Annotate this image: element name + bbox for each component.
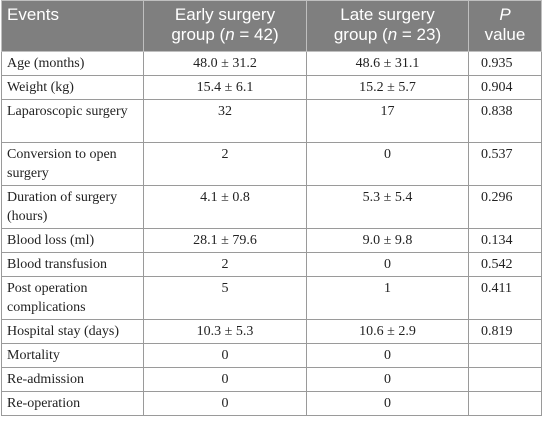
cell-event: Mortality — [1, 343, 144, 368]
table-row: Duration of surgery (hours) 4.1 ± 0.8 5.… — [1, 185, 542, 229]
cell-event: Laparoscopic surgery — [1, 99, 144, 143]
cell-p-value: 0.537 — [468, 142, 542, 186]
cell-early: 0 — [143, 391, 307, 416]
table-row: Weight (kg) 15.4 ± 6.1 15.2 ± 5.7 0.904 — [1, 75, 542, 100]
cell-event: Blood transfusion — [1, 252, 144, 277]
header-p-word: value — [484, 25, 526, 44]
cell-event: Post operation complications — [1, 276, 144, 320]
cell-event: Re-admission — [1, 367, 144, 392]
header-early-line1: Early surgery — [174, 5, 276, 24]
table-row: Blood transfusion 2 0 0.542 — [1, 252, 542, 277]
cell-early: 4.1 ± 0.8 — [143, 185, 307, 229]
cell-p-value — [468, 391, 542, 416]
header-events-label: Events — [7, 5, 59, 24]
table-row: Post operation complications 5 1 0.411 — [1, 276, 542, 320]
cell-late: 0 — [306, 343, 469, 368]
cell-event: Conversion to open surgery — [1, 142, 144, 186]
cell-early: 32 — [143, 99, 307, 143]
cell-early: 48.0 ± 31.2 — [143, 51, 307, 76]
cell-p-value: 0.542 — [468, 252, 542, 277]
cell-event: Hospital stay (days) — [1, 319, 144, 344]
table-row: Hospital stay (days) 10.3 ± 5.3 10.6 ± 2… — [1, 319, 542, 344]
cell-event: Re-operation — [1, 391, 144, 416]
cell-late: 0 — [306, 252, 469, 277]
cell-p-value: 0.819 — [468, 319, 542, 344]
header-late-prefix: group ( — [333, 25, 388, 44]
cell-p-value — [468, 367, 542, 392]
header-events: Events — [1, 0, 144, 52]
cell-event: Blood loss (ml) — [1, 228, 144, 253]
cell-early: 0 — [143, 367, 307, 392]
cell-late: 17 — [306, 99, 469, 143]
table-row: Re-operation 0 0 — [1, 391, 542, 416]
cell-event: Duration of surgery (hours) — [1, 185, 144, 229]
cell-p-value: 0.411 — [468, 276, 542, 320]
table-header: Events Early surgery group (n = 42) Late… — [1, 0, 542, 52]
table-row: Blood loss (ml) 28.1 ± 79.6 9.0 ± 9.8 0.… — [1, 228, 542, 253]
header-late-surgery-group: Late surgery group (n = 23) — [306, 0, 469, 52]
cell-p-value: 0.134 — [468, 228, 542, 253]
header-p-value: P value — [468, 0, 542, 52]
table-row: Mortality 0 0 — [1, 343, 542, 368]
cell-early: 0 — [143, 343, 307, 368]
header-early-prefix: group ( — [171, 25, 226, 44]
cell-p-value: 0.296 — [468, 185, 542, 229]
cell-p-value — [468, 343, 542, 368]
header-late-suffix: = 23) — [397, 25, 442, 44]
table-row: Re-admission 0 0 — [1, 367, 542, 392]
cell-event: Weight (kg) — [1, 75, 144, 100]
table-row: Conversion to open surgery 2 0 0.537 — [1, 142, 542, 186]
cell-early: 2 — [143, 252, 307, 277]
cell-late: 48.6 ± 31.1 — [306, 51, 469, 76]
header-p-letter: P — [499, 5, 511, 24]
table-body: Age (months) 48.0 ± 31.2 48.6 ± 31.1 0.9… — [1, 51, 542, 416]
cell-early: 15.4 ± 6.1 — [143, 75, 307, 100]
cell-late: 15.2 ± 5.7 — [306, 75, 469, 100]
cell-event: Age (months) — [1, 51, 144, 76]
header-late-line1: Late surgery — [340, 5, 435, 24]
cell-p-value: 0.904 — [468, 75, 542, 100]
cell-early: 28.1 ± 79.6 — [143, 228, 307, 253]
cell-late: 0 — [306, 391, 469, 416]
cell-early: 2 — [143, 142, 307, 186]
cell-late: 0 — [306, 367, 469, 392]
table-row: Age (months) 48.0 ± 31.2 48.6 ± 31.1 0.9… — [1, 51, 542, 76]
cell-late: 10.6 ± 2.9 — [306, 319, 469, 344]
cell-late: 1 — [306, 276, 469, 320]
cell-late: 5.3 ± 5.4 — [306, 185, 469, 229]
cell-p-value: 0.935 — [468, 51, 542, 76]
header-early-surgery-group: Early surgery group (n = 42) — [143, 0, 307, 52]
cell-p-value: 0.838 — [468, 99, 542, 143]
header-late-n: n — [387, 25, 398, 44]
cell-late: 9.0 ± 9.8 — [306, 228, 469, 253]
header-row: Events Early surgery group (n = 42) Late… — [1, 0, 542, 52]
header-early-suffix: = 42) — [234, 25, 279, 44]
table-row: Laparoscopic surgery 32 17 0.838 — [1, 99, 542, 143]
cell-early: 10.3 ± 5.3 — [143, 319, 307, 344]
header-early-n: n — [225, 25, 235, 44]
cell-late: 0 — [306, 142, 469, 186]
cell-early: 5 — [143, 276, 307, 320]
outcomes-table: Events Early surgery group (n = 42) Late… — [1, 0, 542, 416]
